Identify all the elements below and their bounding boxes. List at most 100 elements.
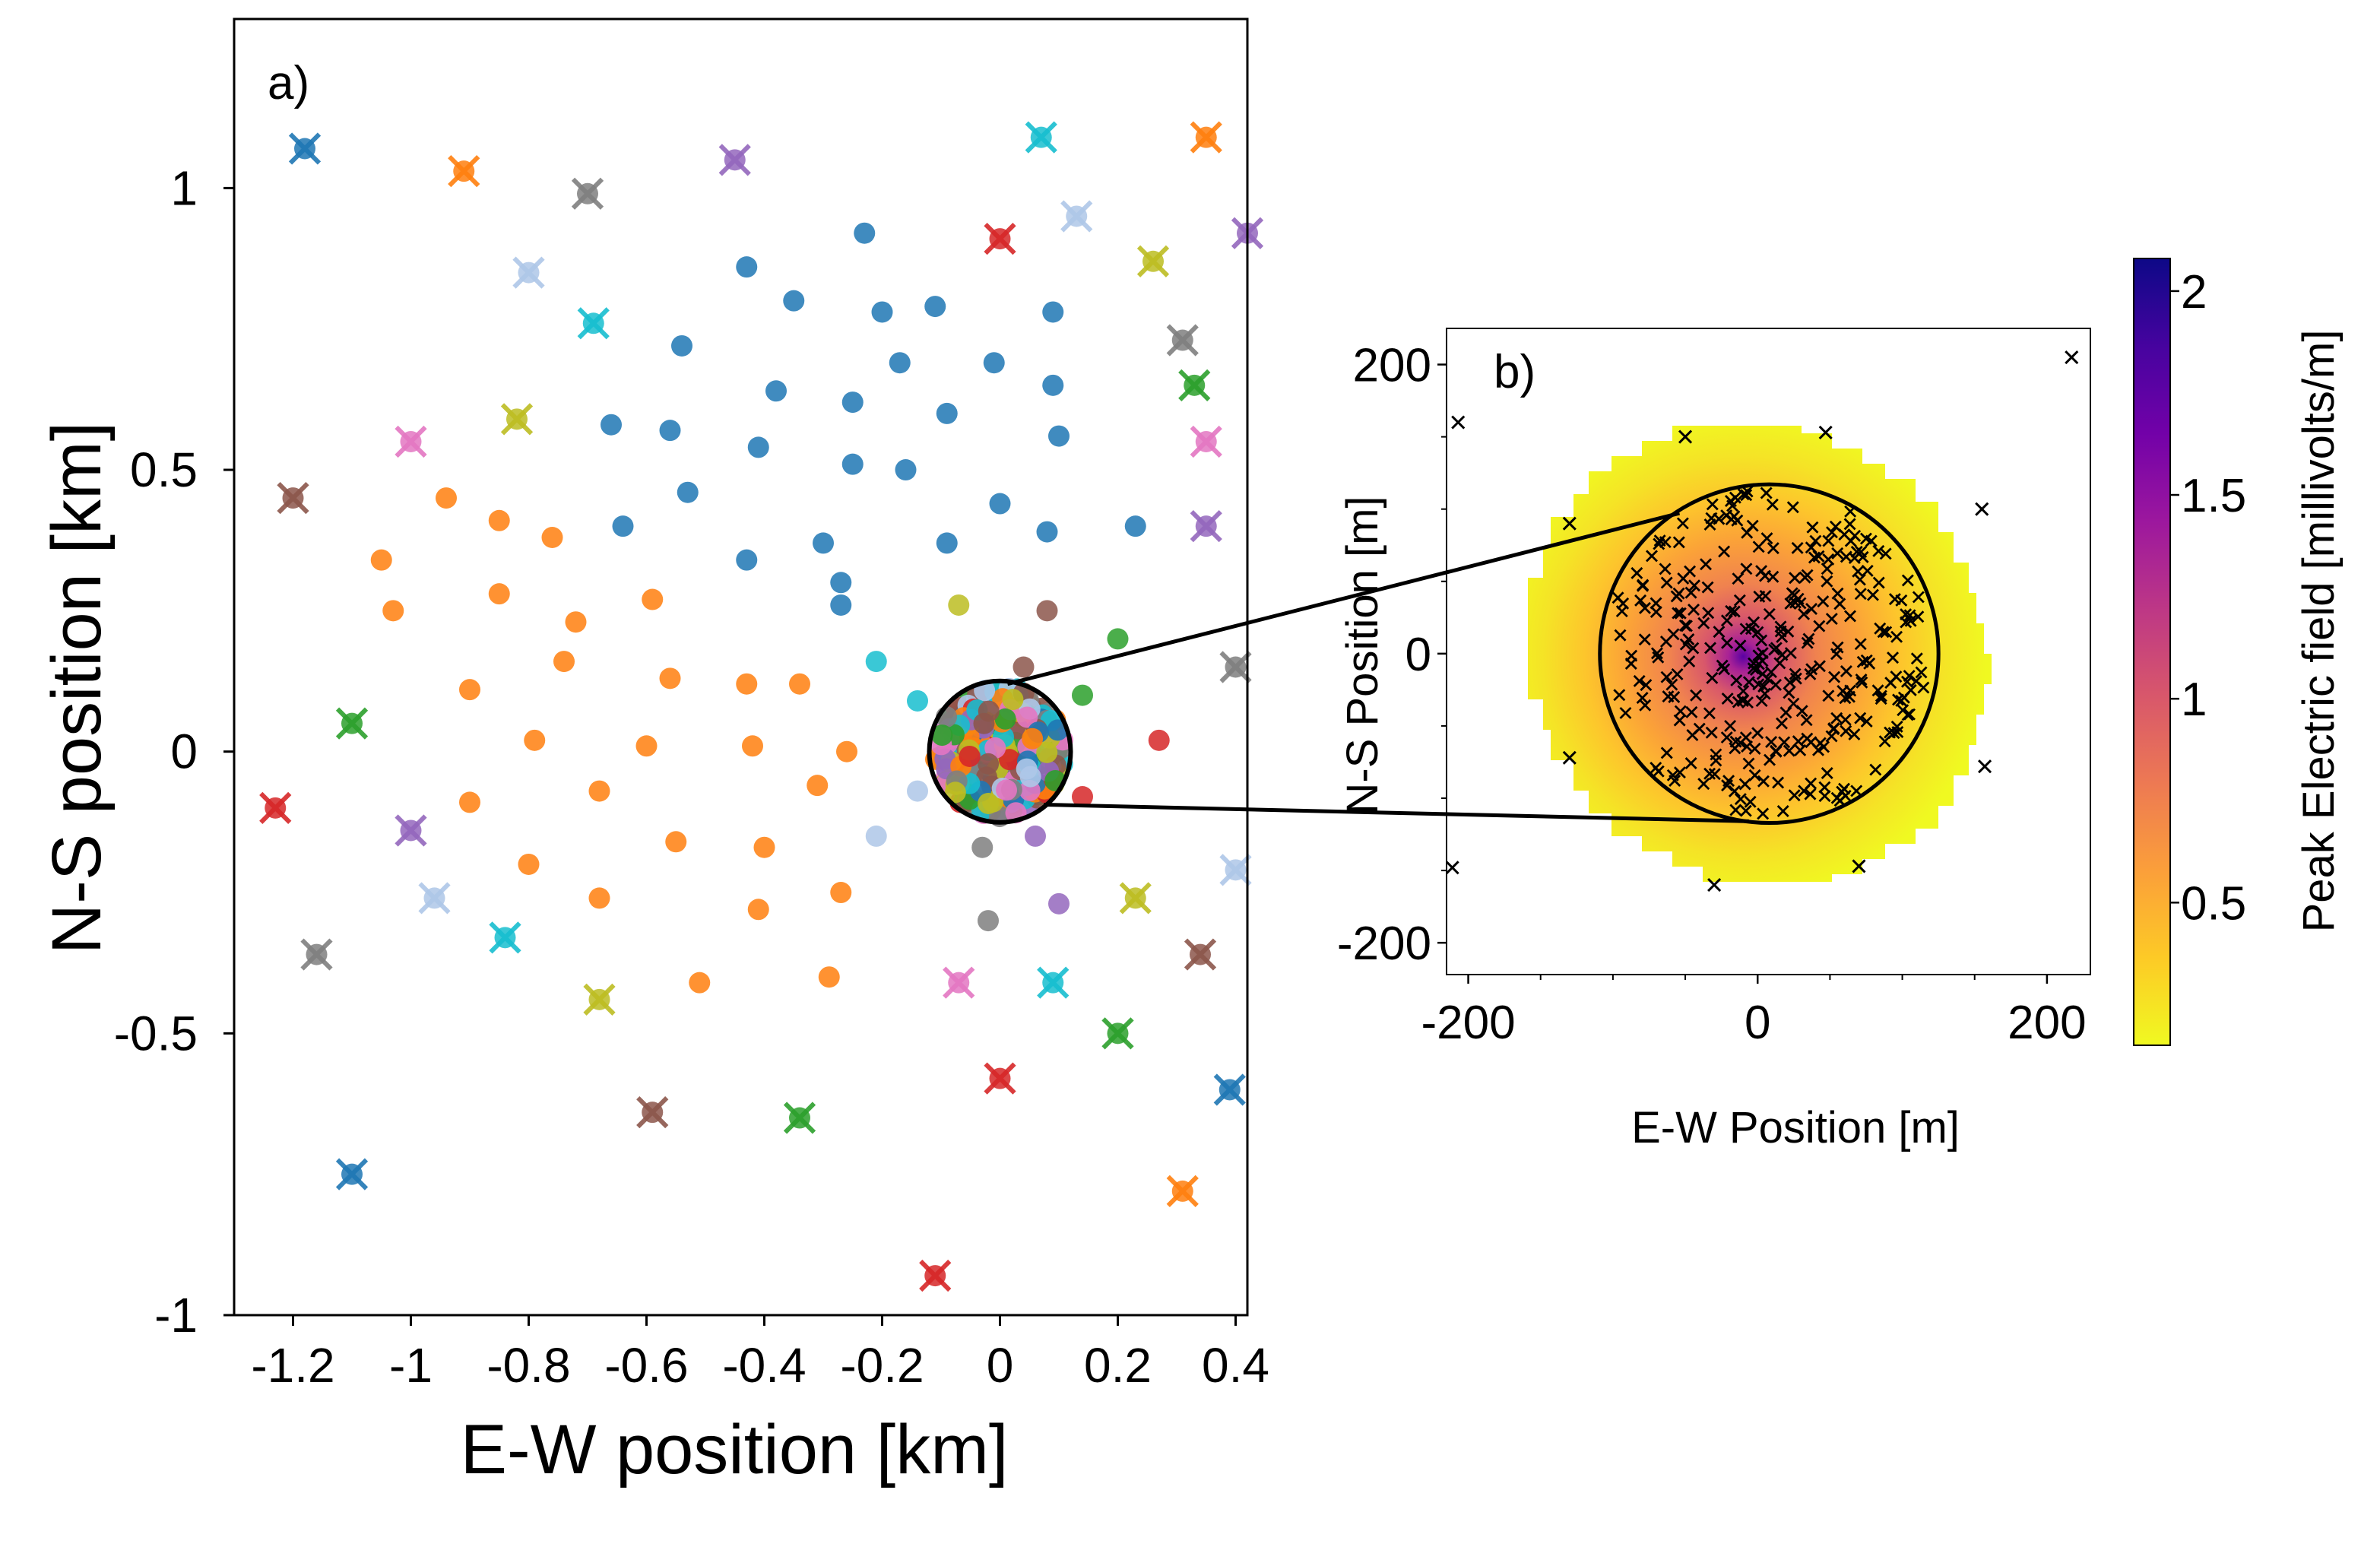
x-marker [1875,689,1887,702]
panel-b-axes-frame [1446,328,2091,975]
x-marker [1783,676,1796,689]
x-marker [1725,604,1738,617]
panel-b-zoom-circle [1598,482,1941,826]
x-marker [1877,626,1890,639]
colorbar: 2 1.5 1 0.5 Peak Electric field [millivolts… [2133,258,2344,1046]
panel-b-x-ticks: -200 0 200 [1421,975,2087,1049]
data-point [588,780,610,802]
cluster-point [994,708,1016,730]
data-point [818,966,840,988]
data-point [742,735,763,757]
cluster-point [931,724,953,747]
x-marker [571,177,604,210]
x-marker [1726,499,1739,512]
data-point [836,740,857,762]
x-marker [1659,563,1672,575]
data-point [871,301,893,323]
x-marker [1791,541,1804,554]
data-point [642,588,664,610]
x-marker [1665,678,1678,691]
x-marker [1975,502,1989,516]
panel-a-zoom-circle [927,678,1073,825]
data-point [1036,521,1058,543]
data-point [436,487,457,509]
data-point [736,549,758,571]
data-point [783,290,805,312]
x-marker [300,938,333,971]
x-marker [418,882,451,915]
x-tick-label: -0.8 [486,1338,570,1393]
x-marker [1801,636,1814,649]
x-marker [1770,678,1783,691]
cluster-point [973,712,995,734]
data-point [459,791,480,813]
x-marker [1646,550,1658,563]
x-marker [1789,572,1802,585]
x-marker [1451,415,1466,430]
x-marker [1705,726,1718,739]
data-point [524,729,546,751]
data-point [971,836,994,858]
x-marker [1703,518,1716,531]
x-marker [1977,759,1992,774]
x-marker [1789,667,1802,680]
data-point [459,679,480,701]
x-marker [1892,693,1904,706]
x-marker [1856,676,1868,689]
x-marker [1625,649,1638,662]
x-marker [1871,684,1884,697]
x-marker [1721,779,1734,792]
x-marker [1166,1175,1199,1208]
x-marker [1821,563,1833,575]
x-marker [1831,587,1844,600]
data-point [1042,374,1064,396]
x-marker [1728,605,1741,618]
x-marker [1813,620,1826,632]
data-point [841,392,864,414]
x-marker [1755,695,1768,708]
panel-b-markers [1447,350,2079,892]
x-marker [1684,565,1697,578]
x-marker [1789,672,1802,685]
x-marker [512,256,545,289]
x-marker [1852,859,1866,873]
x-marker [1825,526,1838,539]
x-marker [1798,785,1811,797]
data-point [907,689,928,712]
x-marker [1757,807,1770,820]
x-marker [1720,731,1733,744]
x-marker [1640,679,1653,692]
x-marker [1670,590,1683,603]
x-marker [1897,704,1909,717]
x-marker [277,481,309,515]
x-marker [1753,590,1766,603]
x-marker [1708,768,1721,781]
x-marker [1684,757,1697,769]
x-marker [1704,642,1717,655]
x-marker [1697,778,1710,791]
x-marker [1734,639,1747,652]
x-marker [1817,595,1830,608]
data-point [841,453,864,475]
x-marker [1779,706,1792,719]
x-marker [1650,647,1663,660]
data-point [807,775,829,797]
data-point [677,481,699,503]
x-marker [1765,735,1778,748]
x-marker [1760,487,1773,499]
x-marker [1878,735,1891,748]
cluster-point [1002,689,1024,711]
data-point [659,667,681,689]
x-marker [1788,789,1801,802]
x-marker [984,1062,1016,1095]
zoom-connector-bottom [1044,802,1749,823]
x-tick-label: -1.2 [251,1338,334,1393]
x-marker [636,1096,669,1129]
x-marker [1839,789,1852,802]
cluster-point [1016,706,1038,728]
data-point [565,611,587,633]
x-marker [1184,938,1217,971]
x-marker [1684,586,1697,599]
x-marker [1707,878,1722,892]
